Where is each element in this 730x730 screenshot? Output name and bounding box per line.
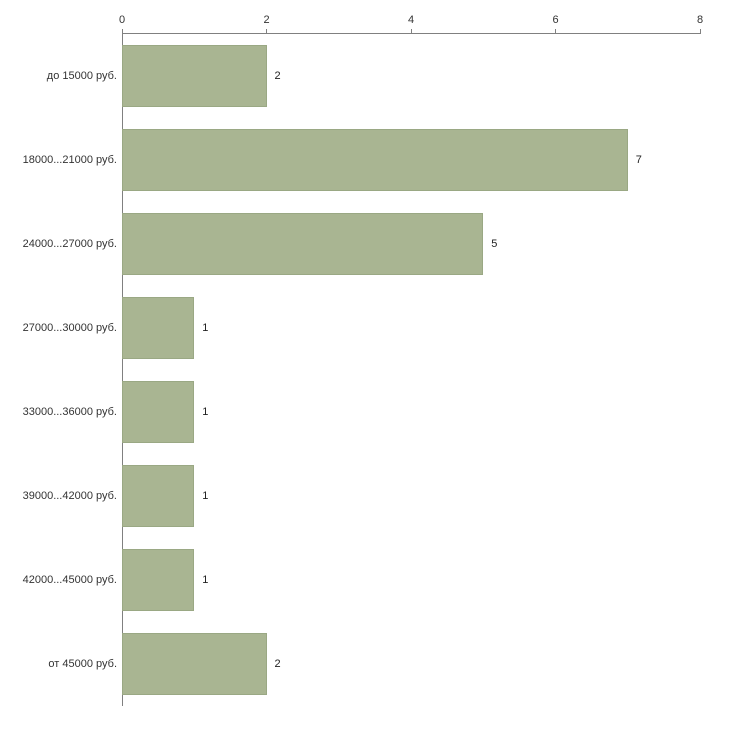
bar-track: 7 xyxy=(122,129,700,191)
x-tick-label: 6 xyxy=(552,14,559,26)
bar xyxy=(122,45,267,107)
bar-track: 1 xyxy=(122,297,700,359)
bar xyxy=(122,465,195,527)
bar-track: 2 xyxy=(122,633,700,695)
x-tick-label: 4 xyxy=(407,14,415,26)
bar xyxy=(122,129,628,191)
x-tick-label: 8 xyxy=(696,14,704,26)
category-label: до 15000 руб. xyxy=(46,70,117,82)
value-label: 1 xyxy=(202,322,209,334)
chart-row: 39000...42000 руб. 1 xyxy=(0,454,730,538)
chart-row: от 45000 руб. 2 xyxy=(0,622,730,706)
chart-row: до 15000 руб. 2 xyxy=(0,34,730,118)
chart-row: 33000...36000 руб. 1 xyxy=(0,370,730,454)
category-label: 24000...27000 руб. xyxy=(22,238,117,250)
value-label: 5 xyxy=(491,238,498,250)
bar-track: 1 xyxy=(122,549,700,611)
category-label: от 45000 руб. xyxy=(48,658,117,670)
chart-row: 18000...21000 руб. 7 xyxy=(0,118,730,202)
bar xyxy=(122,633,267,695)
x-tick-mark xyxy=(121,29,123,33)
chart-row: 42000...45000 руб. 1 xyxy=(0,538,730,622)
x-tick-label: 2 xyxy=(263,14,270,26)
value-label: 7 xyxy=(635,154,642,166)
category-label: 33000...36000 руб. xyxy=(22,406,117,418)
x-tick-mark xyxy=(266,29,267,33)
bar xyxy=(122,213,484,275)
category-label: 27000...30000 руб. xyxy=(22,322,117,334)
x-tick-mark xyxy=(699,29,701,33)
bar-track: 1 xyxy=(122,381,700,443)
y-axis-line xyxy=(122,33,123,706)
value-label: 1 xyxy=(202,406,209,418)
value-label: 1 xyxy=(202,490,209,502)
value-label: 2 xyxy=(274,70,281,82)
category-label: 39000...42000 руб. xyxy=(22,490,117,502)
x-tick-mark xyxy=(410,29,412,33)
value-label: 2 xyxy=(274,658,281,670)
chart-rows: до 15000 руб. 2 18000...21000 руб. 7 24000..… xyxy=(0,34,730,706)
category-label: 18000...21000 руб. xyxy=(22,154,117,166)
bar xyxy=(122,381,195,443)
x-axis: 0 2 4 6 8 xyxy=(118,0,704,33)
x-axis-line xyxy=(122,33,701,34)
chart-row: 27000...30000 руб. 1 xyxy=(0,286,730,370)
value-label: 1 xyxy=(202,574,209,586)
x-tick-mark xyxy=(555,29,556,33)
bar-track: 1 xyxy=(122,465,700,527)
bar-track: 5 xyxy=(122,213,700,275)
bar xyxy=(122,297,195,359)
bar-track: 2 xyxy=(122,45,700,107)
chart-row: 24000...27000 руб. 5 xyxy=(0,202,730,286)
category-label: 42000...45000 руб. xyxy=(22,574,117,586)
bar xyxy=(122,549,195,611)
x-tick-label: 0 xyxy=(118,14,126,26)
